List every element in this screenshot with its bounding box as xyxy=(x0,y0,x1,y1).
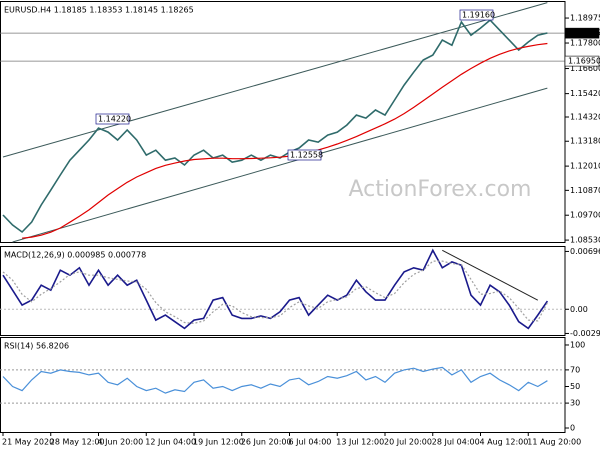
y-tick-label: 1.13180 xyxy=(570,137,600,146)
x-tick-label: 11 Aug 20:00 xyxy=(527,438,581,447)
annotation: 1.19160 xyxy=(462,11,495,20)
annotation-box xyxy=(459,9,494,21)
price-label-box xyxy=(564,55,600,67)
panel-title: RSI(14) 56.8206 xyxy=(4,342,69,351)
price-label: 1.16950 xyxy=(568,57,600,66)
series-line xyxy=(2,19,548,234)
series-line xyxy=(2,366,548,394)
series-line xyxy=(2,260,548,325)
x-tick-label: 4 Jun 20:00 xyxy=(98,438,144,447)
x-tick-label: 13 Jul 12:00 xyxy=(336,438,384,447)
y-tick-label: 0.00 xyxy=(570,305,588,314)
y-tick-label: -0.002913 xyxy=(570,329,600,338)
price-label: 1.18265 xyxy=(568,29,600,38)
x-tick-label: 28 May 12:00 xyxy=(50,438,105,447)
watermark: ActionForex.com xyxy=(349,177,532,202)
price-label-box xyxy=(564,27,600,39)
panel-frame xyxy=(0,337,566,433)
y-tick-label: 1.16600 xyxy=(570,64,600,73)
series-line xyxy=(2,248,549,330)
x-tick-label: 21 May 2020 xyxy=(2,438,54,447)
y-tick-label: 1.18975 xyxy=(570,14,600,23)
y-tick-label: 100 xyxy=(570,340,585,349)
annotation-box xyxy=(287,149,322,161)
annotation: 1.12558 xyxy=(290,151,323,160)
annotation: 1.14220 xyxy=(98,115,131,124)
panel-title: MACD(12,26,9) 0.000985 0.000778 xyxy=(4,251,146,260)
x-tick-label: 28 Jul 04:00 xyxy=(432,438,480,447)
y-tick-label: 1.15420 xyxy=(570,89,600,98)
annotation-box xyxy=(95,113,130,125)
trend-line xyxy=(12,87,548,243)
trend-line xyxy=(442,249,539,301)
y-tick-label: 0.006966 xyxy=(570,247,600,256)
x-tick-label: 26 Jun 20:00 xyxy=(241,438,292,447)
y-tick-label: 1.10870 xyxy=(570,186,600,195)
y-tick-label: 1.12010 xyxy=(570,162,600,171)
series-line xyxy=(22,42,548,239)
x-tick-label: 20 Jul 20:00 xyxy=(384,438,432,447)
panel-frame xyxy=(0,246,566,336)
x-tick-label: 19 Jun 12:00 xyxy=(193,438,244,447)
y-tick-label: 0 xyxy=(570,424,575,433)
trend-line xyxy=(2,2,548,158)
y-tick-label: 30 xyxy=(570,399,580,408)
y-tick-label: 1.14320 xyxy=(570,113,600,122)
panel-title: EURUSD.H4 1.18185 1.18353 1.18145 1.1826… xyxy=(4,6,194,15)
y-tick-label: 1.17800 xyxy=(570,39,600,48)
y-tick-label: 1.08530 xyxy=(570,236,600,245)
y-tick-label: 70 xyxy=(570,365,580,374)
y-tick-label: 50 xyxy=(570,382,580,391)
x-tick-label: 4 Aug 12:00 xyxy=(480,438,529,447)
y-tick-label: 1.09700 xyxy=(570,211,600,220)
x-tick-label: 12 Jun 04:00 xyxy=(145,438,196,447)
x-tick-label: 6 Jul 04:00 xyxy=(289,438,332,447)
panel-frame xyxy=(0,1,566,243)
